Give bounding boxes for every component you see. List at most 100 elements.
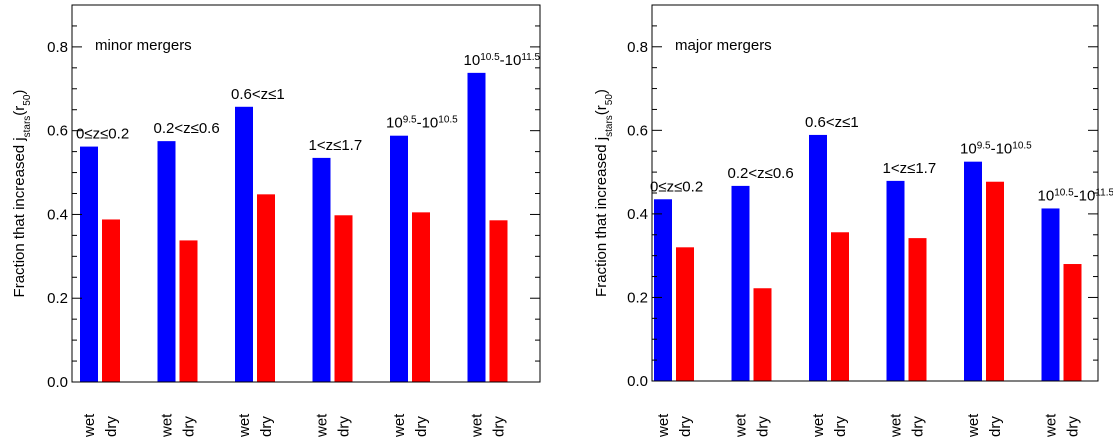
text-part: ) [11, 90, 28, 95]
x-tick-label: wet [469, 413, 486, 438]
x-tick-label: dry [677, 416, 694, 437]
subscript: 50 [604, 94, 615, 106]
x-tick-label: wet [391, 413, 408, 438]
group-label: 0.2<z≤0.6 [154, 120, 220, 137]
group-label: 0.6<z≤1 [231, 86, 285, 103]
text-part: ) [593, 89, 610, 94]
superscript: 10.5 [438, 114, 458, 125]
bar [257, 194, 275, 382]
bar [179, 240, 198, 382]
bar [831, 232, 849, 381]
y-axis-label: Fraction that increased jstars(r50) [593, 89, 615, 297]
x-tick-label: wet [888, 413, 905, 438]
bar [676, 247, 694, 381]
x-tick-label: dry [491, 416, 508, 437]
text-part: 10 [464, 52, 481, 69]
text-part: -10 [417, 115, 439, 132]
subscript: stars [22, 116, 33, 138]
x-tick-label: dry [258, 416, 275, 437]
text-part: -10 [500, 52, 522, 69]
superscript: 10.5 [480, 51, 500, 62]
y-tick-label: 0.8 [627, 39, 648, 56]
text-part: Fraction that increased j [593, 137, 610, 297]
bar [654, 199, 672, 381]
bar [908, 238, 927, 381]
x-tick-label: dry [181, 416, 198, 437]
bar [1041, 208, 1060, 381]
y-tick-label: 0.2 [627, 289, 648, 306]
x-tick-label: wet [81, 413, 98, 438]
y-tick-label: 0.2 [47, 290, 68, 307]
y-tick-label: 0.4 [47, 206, 68, 223]
x-tick-label: wet [810, 413, 827, 438]
bar [1063, 264, 1082, 381]
group-label: 0.6<z≤1 [805, 114, 859, 131]
group-label: 109.5-1010.5 [386, 114, 458, 131]
text-part: -10 [991, 141, 1013, 158]
bar [886, 180, 905, 381]
text-part: -10 [1074, 187, 1096, 204]
bar [753, 288, 772, 381]
group-label: 109.5-1010.5 [960, 140, 1032, 158]
group-label: 1010.5-1011.5 [1038, 187, 1113, 205]
x-tick-label: wet [1043, 413, 1060, 438]
annotation: minor mergers [95, 37, 192, 54]
superscript: 10.5 [1012, 140, 1032, 151]
x-tick-label: dry [910, 416, 927, 437]
y-tick-label: 0.0 [47, 374, 68, 391]
superscript: 9.5 [403, 114, 417, 125]
group-label: 1010.5-1011.5 [464, 51, 541, 69]
text-part: Fraction that increased j [11, 137, 28, 297]
bar [986, 181, 1004, 381]
bar [731, 185, 750, 381]
bar [334, 215, 353, 382]
y-tick-label: 0.0 [627, 373, 648, 390]
x-tick-label: wet [314, 413, 331, 438]
superscript: 10.5 [1054, 187, 1074, 198]
bar [964, 161, 982, 381]
bar [312, 157, 331, 382]
superscript: 11.5 [1095, 187, 1113, 198]
group-label: 0.2<z≤0.6 [728, 165, 794, 182]
x-tick-label: wet [159, 413, 176, 438]
text-part: (r [593, 105, 610, 115]
subscript: 50 [22, 94, 33, 106]
superscript: 11.5 [521, 51, 540, 62]
x-tick-label: dry [103, 416, 120, 437]
text-part: 10 [386, 115, 403, 132]
y-tick-label: 0.6 [47, 123, 68, 140]
x-tick-label: dry [987, 416, 1004, 437]
bar [809, 134, 827, 381]
text-part: (r [11, 106, 28, 116]
bar [412, 212, 430, 382]
annotation: major mergers [675, 37, 772, 54]
bar [489, 220, 508, 382]
group-label: 0≤z≤0.2 [650, 178, 703, 195]
group-label: 1<z≤1.7 [309, 137, 363, 154]
x-tick-label: dry [1065, 416, 1082, 437]
group-label: 1<z≤1.7 [883, 160, 937, 177]
subscript: stars [604, 115, 615, 137]
superscript: 9.5 [977, 140, 991, 151]
text-part: 10 [960, 141, 977, 158]
bar [390, 135, 408, 382]
bar [102, 219, 120, 382]
bar [467, 72, 486, 383]
y-axis-label: Fraction that increased jstars(r50) [11, 90, 33, 298]
y-tick-label: 0.8 [47, 39, 68, 56]
x-tick-label: dry [755, 416, 772, 437]
text-part: 10 [1038, 187, 1055, 204]
y-tick-label: 0.4 [627, 206, 648, 223]
x-tick-label: wet [965, 413, 982, 438]
x-tick-label: wet [236, 413, 253, 438]
y-tick-label: 0.6 [627, 122, 648, 139]
x-tick-label: dry [832, 416, 849, 437]
x-tick-label: wet [733, 413, 750, 438]
bar [157, 141, 176, 382]
bar [80, 146, 98, 382]
plot-frame [651, 4, 1099, 382]
x-tick-label: dry [413, 416, 430, 437]
